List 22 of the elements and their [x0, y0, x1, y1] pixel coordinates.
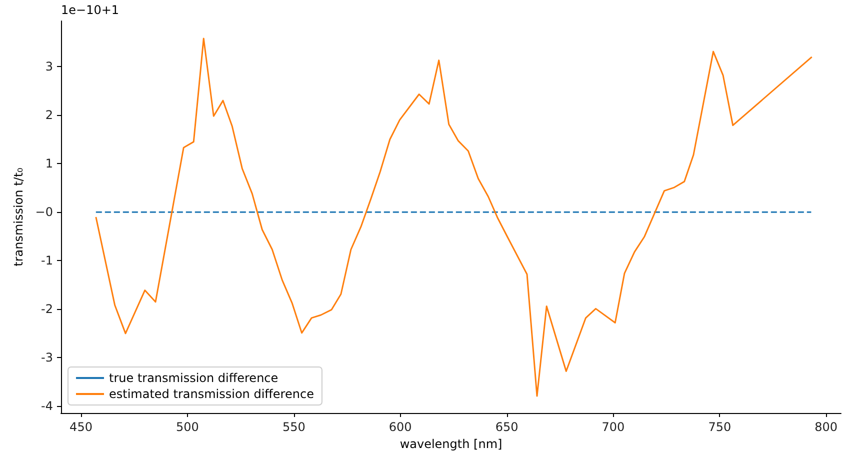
y-tick-label: −0	[35, 205, 53, 220]
x-tick-label: 500	[176, 420, 199, 434]
x-tick-label: 550	[282, 420, 306, 434]
x-tick-label: 700	[602, 420, 625, 434]
y-tick-label: -1	[41, 254, 53, 268]
y-tick-label: -4	[41, 399, 53, 414]
line-series	[95, 38, 813, 397]
y-tick-label: -3	[41, 350, 53, 365]
x-tick-label: 750	[708, 420, 732, 434]
y-tick-label: 1	[45, 156, 53, 171]
text: 1e−10+1	[61, 3, 120, 17]
y-tick-label: 2	[45, 108, 53, 122]
x-tick-label: 450	[70, 420, 92, 434]
x-tick-label: 800	[814, 420, 838, 434]
legend-label: estimated transmission difference	[109, 387, 314, 401]
x-tick-label: 600	[388, 420, 412, 434]
x-axis-title: wavelength [nm]	[400, 436, 502, 451]
y-tick-label: 3	[45, 60, 53, 74]
x-tick-label: 650	[495, 420, 518, 434]
legend-label: true transmission difference	[109, 371, 278, 385]
y-tick-label: -2	[41, 302, 53, 316]
y-axis-title: transmission t/t₀	[11, 167, 26, 266]
